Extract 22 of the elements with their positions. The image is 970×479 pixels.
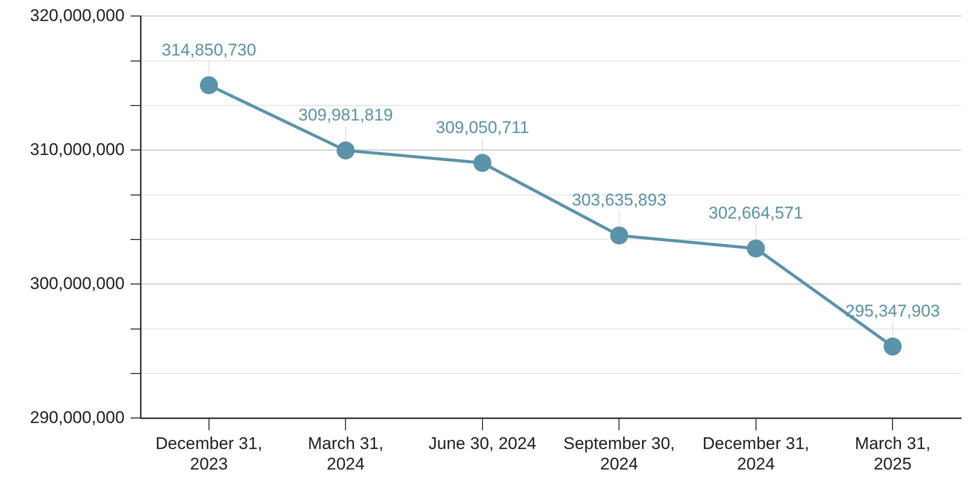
data-label: 309,981,819 [298,106,393,125]
x-tick-label: June 30, 2024 [428,434,536,454]
point [610,226,628,244]
data-label: 303,635,893 [572,190,666,210]
point [200,76,218,94]
x-tick-label: December 31, 2024 [702,434,810,474]
point [884,338,902,356]
data-label: 302,664,571 [708,204,804,223]
y-tick-label: 310,000,000 [30,140,125,159]
data-label: 295,347,903 [845,302,940,321]
point [473,154,492,172]
point [336,141,355,160]
point [746,239,765,258]
data-label: 314,850,730 [162,40,256,60]
y-tick-label: 320,000,000 [30,6,125,25]
x-tick-label: March 31, 2025 [854,434,930,474]
data-label: 309,050,711 [436,118,530,138]
x-tick-label: December 31, 2023 [156,434,262,474]
y-tick-label: 300,000,000 [30,274,125,293]
x-tick-label: March 31, 2024 [308,434,384,474]
y-tick-label: 290,000,000 [30,408,125,427]
x-tick-label: September 30, 2024 [563,434,675,474]
